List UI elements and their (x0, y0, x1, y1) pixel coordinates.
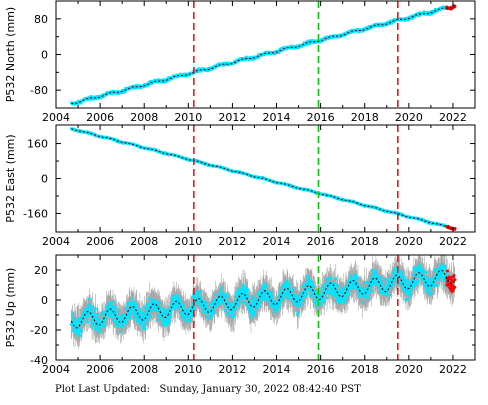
x-tick-label: 2010 (174, 111, 202, 124)
y-tick-label: -160 (23, 207, 48, 220)
panel-frame (55, 254, 476, 361)
panel-data-group (70, 4, 457, 106)
x-tick-label: 2008 (130, 363, 158, 376)
y-tick-label: -40 (30, 354, 48, 367)
x-tick-label: 2022 (439, 235, 467, 248)
x-tick-label: 2004 (42, 111, 70, 124)
y-tick-label: 80 (34, 13, 48, 26)
y-axis-label: P532 North (mm) (4, 7, 17, 102)
x-tick-label: 2020 (395, 111, 423, 124)
x-tick-label: 2012 (218, 235, 246, 248)
x-tick-label: 2014 (263, 235, 291, 248)
panel-3: 2004 2006 2008 2010 2012 2014 2016 2018 2020 2022… (4, 254, 476, 376)
y-tick-label: -20 (30, 324, 48, 337)
y-tick-label: 0 (41, 173, 48, 186)
x-tick-label: 2016 (307, 111, 335, 124)
y-tick-label: 20 (34, 264, 48, 277)
x-tick-label: 2022 (439, 111, 467, 124)
x-tick-label: 2014 (263, 111, 291, 124)
x-tick-label: 2004 (42, 363, 70, 376)
x-tick-label: 2012 (218, 363, 246, 376)
x-tick-label: 2022 (439, 363, 467, 376)
x-tick-label: 2018 (351, 111, 379, 124)
panel-data-group (70, 255, 457, 349)
x-tick-label: 2020 (395, 363, 423, 376)
x-tick-label: 2020 (395, 235, 423, 248)
x-tick-label: 2008 (130, 111, 158, 124)
x-tick-label: 2008 (130, 235, 158, 248)
panel-1: 2004 2006 2008 2010 2012 2014 2016 2018 2020 2022… (4, 0, 476, 124)
footer-label: Plot Last Updated: (55, 384, 150, 395)
x-tick-label: 2018 (351, 235, 379, 248)
x-tick-label: 2006 (86, 363, 114, 376)
footer-last-updated: Plot Last Updated: Sunday, January 30, 2… (55, 384, 361, 395)
y-tick-label: -80 (30, 84, 48, 97)
x-tick-label: 2010 (174, 363, 202, 376)
panel-data-group (70, 127, 457, 231)
x-tick-label: 2004 (42, 235, 70, 248)
x-tick-label: 2016 (307, 363, 335, 376)
x-tick-label: 2006 (86, 111, 114, 124)
x-tick-label: 2012 (218, 111, 246, 124)
x-tick-label: 2018 (351, 363, 379, 376)
model-line (71, 128, 455, 230)
footer-timestamp: Sunday, January 30, 2022 08:42:40 PST (159, 384, 361, 395)
y-tick-label: 0 (41, 49, 48, 62)
x-tick-label: 2010 (174, 235, 202, 248)
x-tick-label: 2016 (307, 235, 335, 248)
y-tick-label: 0 (41, 294, 48, 307)
y-axis-label: P532 East (mm) (4, 134, 17, 222)
y-axis-label: P532 Up (mm) (4, 268, 17, 348)
panel-2: 2004 2006 2008 2010 2012 2014 2016 2018 2020 2022… (4, 124, 476, 248)
x-tick-label: 2014 (263, 363, 291, 376)
y-tick-label: 160 (27, 138, 48, 151)
x-tick-label: 2006 (86, 235, 114, 248)
